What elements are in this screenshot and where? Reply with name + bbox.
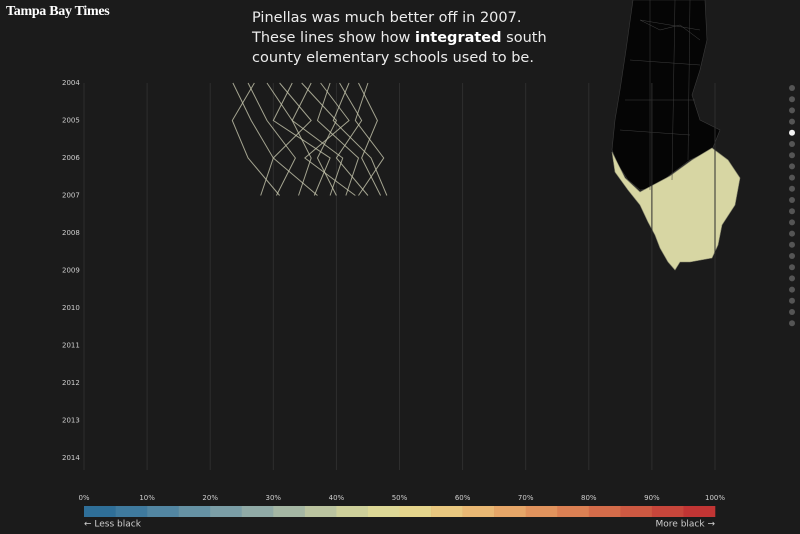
nav-dot[interactable] [789,208,795,215]
nav-dot[interactable] [789,96,795,103]
color-swatch [683,506,716,517]
logo[interactable]: Tampa Bay Times [6,4,110,19]
x-tick-label: 20% [202,494,218,502]
nav-dot[interactable] [789,85,795,91]
color-swatch [84,506,116,517]
x-tick-label: 70% [518,494,534,502]
color-swatch [210,506,243,517]
color-swatch [525,506,558,517]
x-tick-label: 40% [329,494,345,502]
y-tick-label: 2007 [62,192,80,200]
x-tick-label: 80% [581,494,597,502]
color-swatch [273,506,306,517]
color-swatch [588,506,621,517]
nav-dot[interactable] [789,197,795,203]
y-tick-label: 2011 [62,342,80,350]
nav-dot[interactable] [789,297,795,304]
color-swatch [336,506,369,517]
intro-bold: integrated [415,30,502,46]
x-tick-label: 90% [644,494,660,502]
y-tick-label: 2005 [62,117,80,125]
x-tick-label: 30% [266,494,282,502]
color-swatch [147,506,179,517]
color-swatch [178,506,211,517]
y-tick-label: 2014 [62,454,80,462]
school-line [232,82,274,196]
nav-dot[interactable] [789,174,795,181]
y-tick-label: 2004 [62,79,80,87]
map-north [611,0,721,191]
school-line [231,82,280,196]
nav-dot[interactable] [789,253,795,259]
y-tick-label: 2012 [62,379,80,387]
intro-text: Pinellas was much better off in 2007. Th… [252,8,552,68]
color-swatch [304,506,337,517]
legend-high: More black → [656,520,716,530]
nav-dot[interactable] [789,275,795,282]
nav-dot[interactable] [789,230,795,237]
color-swatch [431,506,463,517]
nav-dot[interactable] [789,320,795,327]
nav-dot[interactable] [789,163,795,170]
color-swatch [399,506,432,517]
nav-dot[interactable] [789,118,795,125]
x-tick-label: 100% [705,494,725,502]
color-swatch [241,506,274,517]
nav-dot[interactable] [789,141,795,147]
color-swatch [620,506,653,517]
nav-dot[interactable] [789,286,795,293]
nav-dot[interactable] [789,264,795,271]
y-tick-label: 2009 [62,267,80,275]
school-line [291,82,344,196]
color-swatch [367,506,400,517]
y-tick-label: 2006 [62,154,80,162]
intro-part: south county elementary schools used to … [252,30,547,66]
school-line [354,82,385,196]
y-tick-label: 2008 [62,229,80,237]
school-line [247,82,296,196]
y-tick-label: 2010 [62,304,80,312]
school-line [272,82,318,196]
nav-dot[interactable] [789,152,795,159]
nav-dot[interactable] [789,309,795,315]
color-swatch [462,506,495,517]
x-tick-label: 0% [78,494,89,502]
map-south [611,147,741,271]
color-swatch [651,506,684,517]
school-line [304,82,356,196]
map-borders [619,0,701,190]
school-line [335,82,369,196]
x-tick-label: 60% [455,494,471,502]
nav-dot[interactable] [789,241,795,248]
x-tick-label: 50% [392,494,408,502]
y-tick-label: 2013 [62,417,80,425]
school-line [301,82,338,196]
school-line [272,82,331,196]
intro-part: Pinellas was much better off in 2007. Th… [252,10,522,46]
x-tick-label: 10% [139,494,155,502]
nav-dot[interactable] [789,129,795,136]
color-swatch [115,506,148,517]
nav-dot[interactable] [789,185,795,192]
color-swatch [494,506,526,517]
nav-dot[interactable] [789,219,795,226]
color-swatch [557,506,590,517]
map [611,0,741,271]
legend-low: ← Less black [84,520,142,530]
school-line [332,82,388,196]
nav-dot[interactable] [789,107,795,114]
